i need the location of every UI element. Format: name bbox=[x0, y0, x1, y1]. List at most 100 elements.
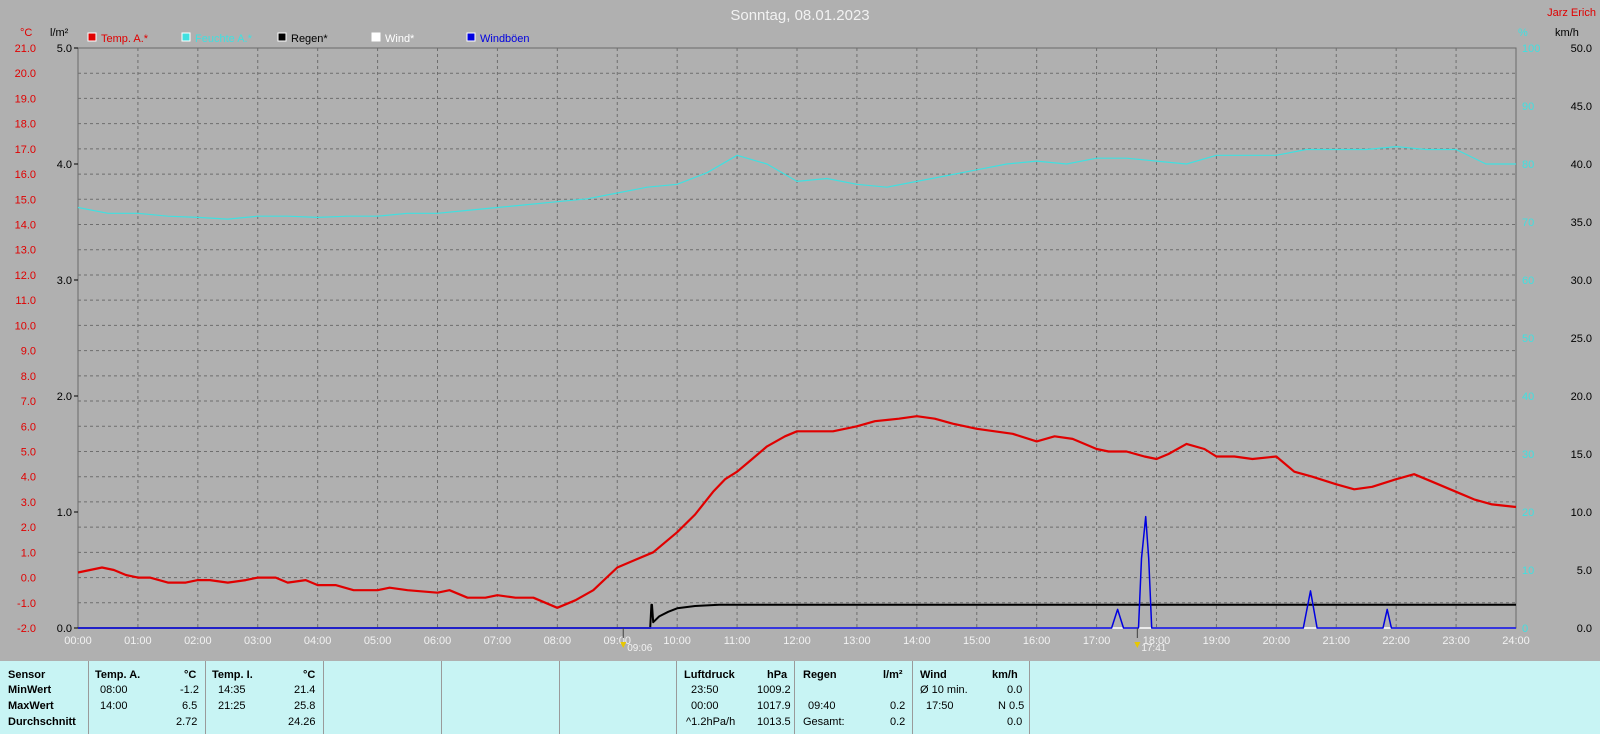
temp-tick-label: 7.0 bbox=[21, 396, 36, 408]
humidity-tick-label: 70 bbox=[1522, 217, 1534, 229]
rain-max-value: 0.2 bbox=[890, 700, 906, 712]
x-tick-label: 08:00 bbox=[544, 635, 572, 647]
humidity-axis-unit: % bbox=[1518, 27, 1528, 39]
legend-swatch bbox=[277, 32, 287, 42]
temp-tick-label: 11.0 bbox=[15, 295, 36, 307]
x-tick-label: 22:00 bbox=[1382, 635, 1410, 647]
temp-i-max-time: 21:25 bbox=[218, 700, 246, 712]
humidity-tick-label: 30 bbox=[1522, 449, 1534, 461]
x-tick-label: 00:00 bbox=[64, 635, 92, 647]
time-marker-label: 17:41 bbox=[1141, 643, 1166, 654]
wind-avg-label: Ø 10 min. bbox=[920, 684, 968, 696]
humidity-tick-label: 90 bbox=[1522, 101, 1534, 113]
temp-tick-label: 8.0 bbox=[21, 371, 36, 383]
rain-total-label: Gesamt: bbox=[803, 716, 845, 728]
x-tick-label: 06:00 bbox=[424, 635, 452, 647]
temp-tick-label: 17.0 bbox=[15, 144, 36, 156]
series-line bbox=[78, 603, 1516, 629]
grid bbox=[74, 47, 1516, 629]
temp-a-average: 2.72 bbox=[176, 716, 198, 728]
wind-tick-label: 15.0 bbox=[1571, 449, 1592, 461]
x-tick-label: 21:00 bbox=[1322, 635, 1350, 647]
rain-tick-label: 3.0 bbox=[57, 275, 72, 287]
legend-swatch bbox=[181, 32, 191, 42]
temp-tick-label: 0.0 bbox=[21, 573, 36, 585]
temp-axis-unit: °C bbox=[20, 27, 32, 39]
legend: Temp. A.* Feuchte A.* Regen* Wind* Windböen bbox=[87, 32, 530, 45]
wind-avg-value: 0.0 bbox=[1007, 684, 1023, 696]
temp-i-min-value: 21.4 bbox=[294, 684, 316, 696]
temp-tick-label: 4.0 bbox=[21, 472, 36, 484]
x-tick-label: 01:00 bbox=[124, 635, 152, 647]
x-tick-label: 15:00 bbox=[963, 635, 991, 647]
x-tick-label: 14:00 bbox=[903, 635, 931, 647]
pressure-title: Luftdruck bbox=[684, 669, 735, 681]
x-tick-label: 04:00 bbox=[304, 635, 332, 647]
table-divider bbox=[88, 661, 89, 734]
temp-tick-label: 2.0 bbox=[21, 522, 36, 534]
temp-i-max-value: 25.8 bbox=[294, 700, 316, 712]
humidity-tick-label: 10 bbox=[1522, 565, 1534, 577]
x-tick-label: 05:00 bbox=[364, 635, 392, 647]
wind-max-time: 17:50 bbox=[926, 700, 954, 712]
temp-a-min-value: -1.2 bbox=[180, 684, 199, 696]
temp-a-max-time: 14:00 bbox=[100, 700, 128, 712]
pressure-min-value: 1009.2 bbox=[757, 684, 791, 696]
temp-tick-label: 15.0 bbox=[15, 194, 36, 206]
temp-tick-label: 14.0 bbox=[15, 220, 36, 232]
humidity-tick-label: 0 bbox=[1522, 623, 1528, 635]
avg-row-label: Durchschnitt bbox=[8, 716, 76, 728]
table-divider bbox=[323, 661, 324, 734]
x-tick-label: 16:00 bbox=[1023, 635, 1051, 647]
temp-i-average: 24.26 bbox=[288, 716, 316, 728]
table-divider bbox=[676, 661, 677, 734]
x-tick-label: 13:00 bbox=[843, 635, 871, 647]
wind-max-value: N 0.5 bbox=[998, 700, 1025, 712]
temp-tick-label: 9.0 bbox=[21, 346, 36, 358]
series-line bbox=[78, 515, 1516, 629]
wind-tick-label: 50.0 bbox=[1571, 43, 1592, 55]
series-line bbox=[77, 146, 1516, 220]
wind-tick-label: 10.0 bbox=[1571, 507, 1592, 519]
wind-tick-label: 5.0 bbox=[1577, 565, 1592, 577]
wind-axis-unit: km/h bbox=[1555, 27, 1579, 39]
rain-max-time: 09:40 bbox=[808, 700, 836, 712]
temp-tick-label: 16.0 bbox=[15, 169, 36, 181]
temp-tick-label: 19.0 bbox=[15, 93, 36, 105]
axis-labels: 00:00 01:00 02:00 03:00 04:00 05:00 06:00 07:00… bbox=[15, 43, 1592, 647]
statistics-table: Sensor MinWert MaxWert Durchschnitt Temp… bbox=[0, 661, 1600, 734]
temp-tick-label: 13.0 bbox=[15, 245, 36, 257]
pressure-min-time: 23:50 bbox=[691, 684, 719, 696]
wind-tick-label: 30.0 bbox=[1571, 275, 1592, 287]
pressure-unit: hPa bbox=[767, 669, 788, 681]
temp-i-min-time: 14:35 bbox=[218, 684, 246, 696]
legend-label: Temp. A.* bbox=[101, 33, 149, 45]
table-divider bbox=[441, 661, 442, 734]
min-row-label: MinWert bbox=[8, 684, 52, 696]
x-tick-label: 23:00 bbox=[1442, 635, 1470, 647]
wind-tick-label: 45.0 bbox=[1571, 101, 1592, 113]
max-row-label: MaxWert bbox=[8, 700, 54, 712]
temp-i-title: Temp. I. bbox=[212, 669, 253, 681]
legend-label: Regen* bbox=[291, 33, 328, 45]
humidity-tick-label: 40 bbox=[1522, 391, 1534, 403]
weather-chart: Sonntag, 08.01.2023 Jarz Erich °C l/m² %… bbox=[15, 7, 1596, 654]
x-tick-label: 24:00 bbox=[1502, 635, 1530, 647]
temp-tick-label: 6.0 bbox=[21, 421, 36, 433]
temp-i-unit: °C bbox=[303, 669, 316, 681]
pressure-average: 1013.5 bbox=[757, 716, 791, 728]
humidity-tick-label: 100 bbox=[1522, 43, 1540, 55]
humidity-tick-label: 50 bbox=[1522, 333, 1534, 345]
series-layer bbox=[77, 146, 1517, 629]
temp-a-min-time: 08:00 bbox=[100, 684, 128, 696]
x-tick-label: 18:00 bbox=[1143, 635, 1171, 647]
table-divider bbox=[1029, 661, 1030, 734]
chart-title: Sonntag, 08.01.2023 bbox=[730, 7, 869, 24]
temp-tick-label: 21.0 bbox=[15, 43, 36, 55]
x-tick-label: 20:00 bbox=[1263, 635, 1291, 647]
table-divider bbox=[559, 661, 560, 734]
wind-tick-label: 0.0 bbox=[1577, 623, 1592, 635]
humidity-tick-label: 20 bbox=[1522, 507, 1534, 519]
x-tick-label: 07:00 bbox=[484, 635, 512, 647]
temp-tick-label: 10.0 bbox=[15, 320, 36, 332]
